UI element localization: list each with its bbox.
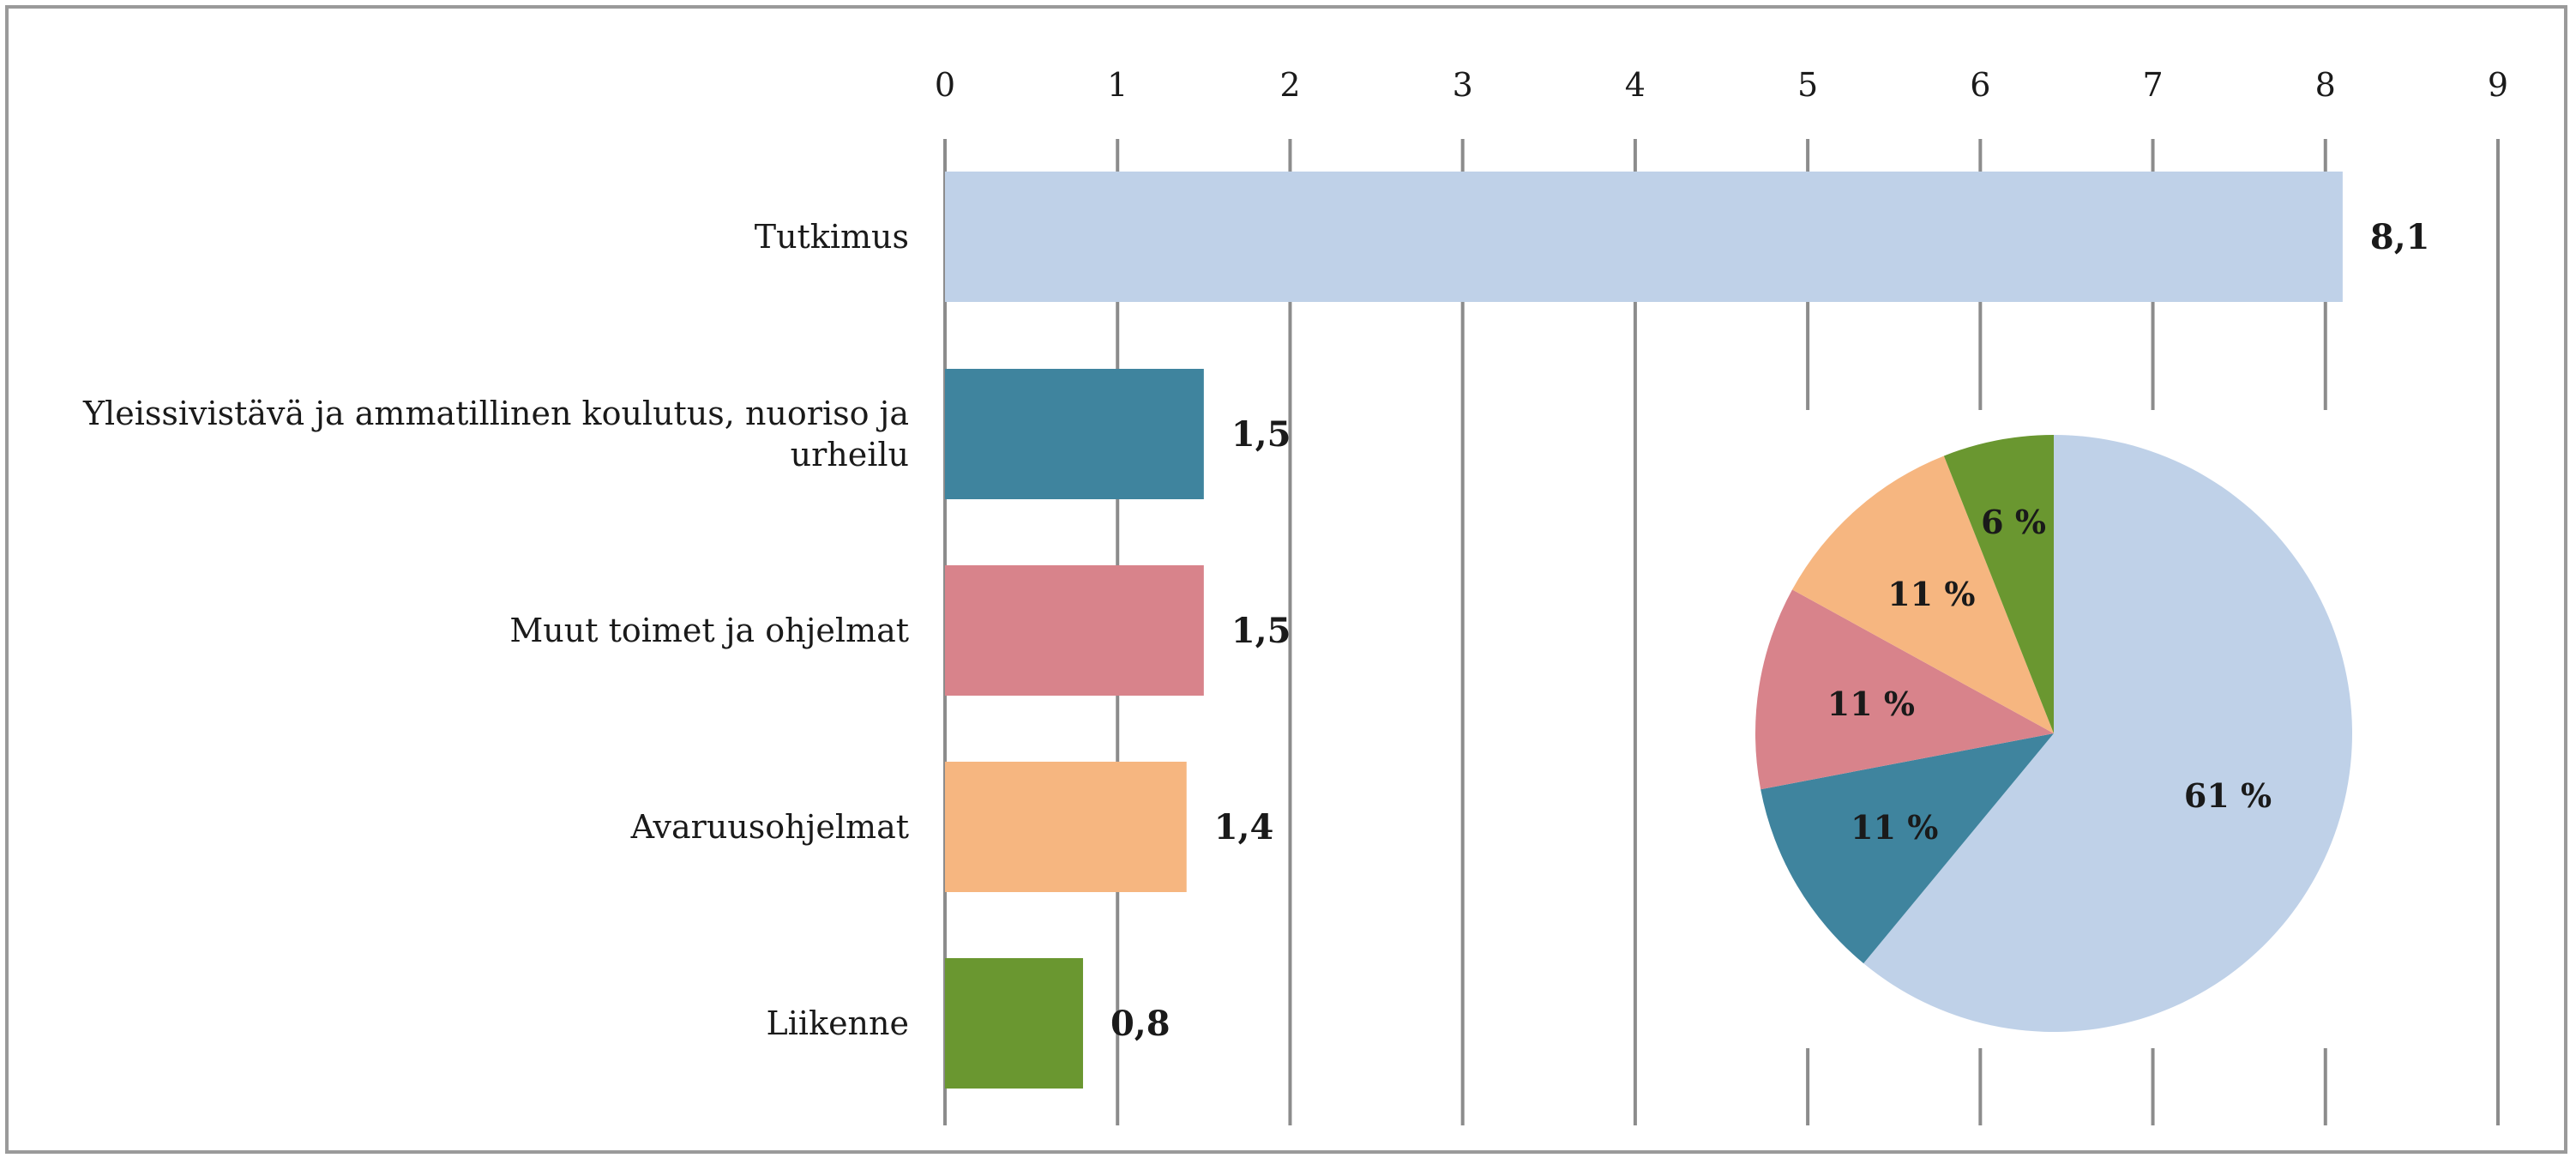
category-label: urheilu [791,436,909,473]
x-tick-label: 4 [1625,66,1646,104]
bar-4 [945,762,1187,892]
bar-2 [945,369,1204,499]
bar-3 [945,565,1204,696]
x-tick-label: 3 [1453,66,1473,104]
x-tick-label: 8 [2315,66,2336,104]
pie-label: 6 % [1981,503,2046,541]
pie-slice-1 [1863,435,2352,1032]
value-label: 1,4 [1214,807,1274,847]
pie-slice-5 [1943,435,2054,733]
category-label: Avaruusohjelmat [630,808,909,846]
pie-label: 11 % [1851,808,1938,847]
pie-slice-2 [1760,733,2054,964]
value-label: 0,8 [1110,1004,1171,1044]
bar-5 [945,958,1083,1089]
value-label: 1,5 [1231,611,1291,651]
x-tick-label: 0 [935,66,955,104]
category-label: Muut toimet ja ohjelmat [509,612,909,649]
category-label: Yleissivistävä ja ammatillinen koulutus,… [82,395,909,432]
bar-1 [945,172,2343,302]
x-tick-label: 6 [1970,66,1990,104]
category-label: Liikenne [767,1004,910,1042]
x-tick-label: 7 [2142,66,2163,104]
category-label: Tutkimus [755,218,909,256]
pie-label: 11 % [1827,685,1915,723]
pie-label: 11 % [1887,575,1975,613]
x-tick-label: 9 [2488,66,2508,104]
x-tick-label: 1 [1107,66,1128,104]
value-label: 8,1 [2370,217,2430,257]
pie-slice-4 [1792,455,2054,733]
pie-slice-3 [1754,589,2054,790]
pie-label: 61 % [2184,776,2272,815]
x-tick-label: 5 [1797,66,1818,104]
value-label: 1,5 [1231,414,1291,455]
x-tick-label: 2 [1279,66,1300,104]
